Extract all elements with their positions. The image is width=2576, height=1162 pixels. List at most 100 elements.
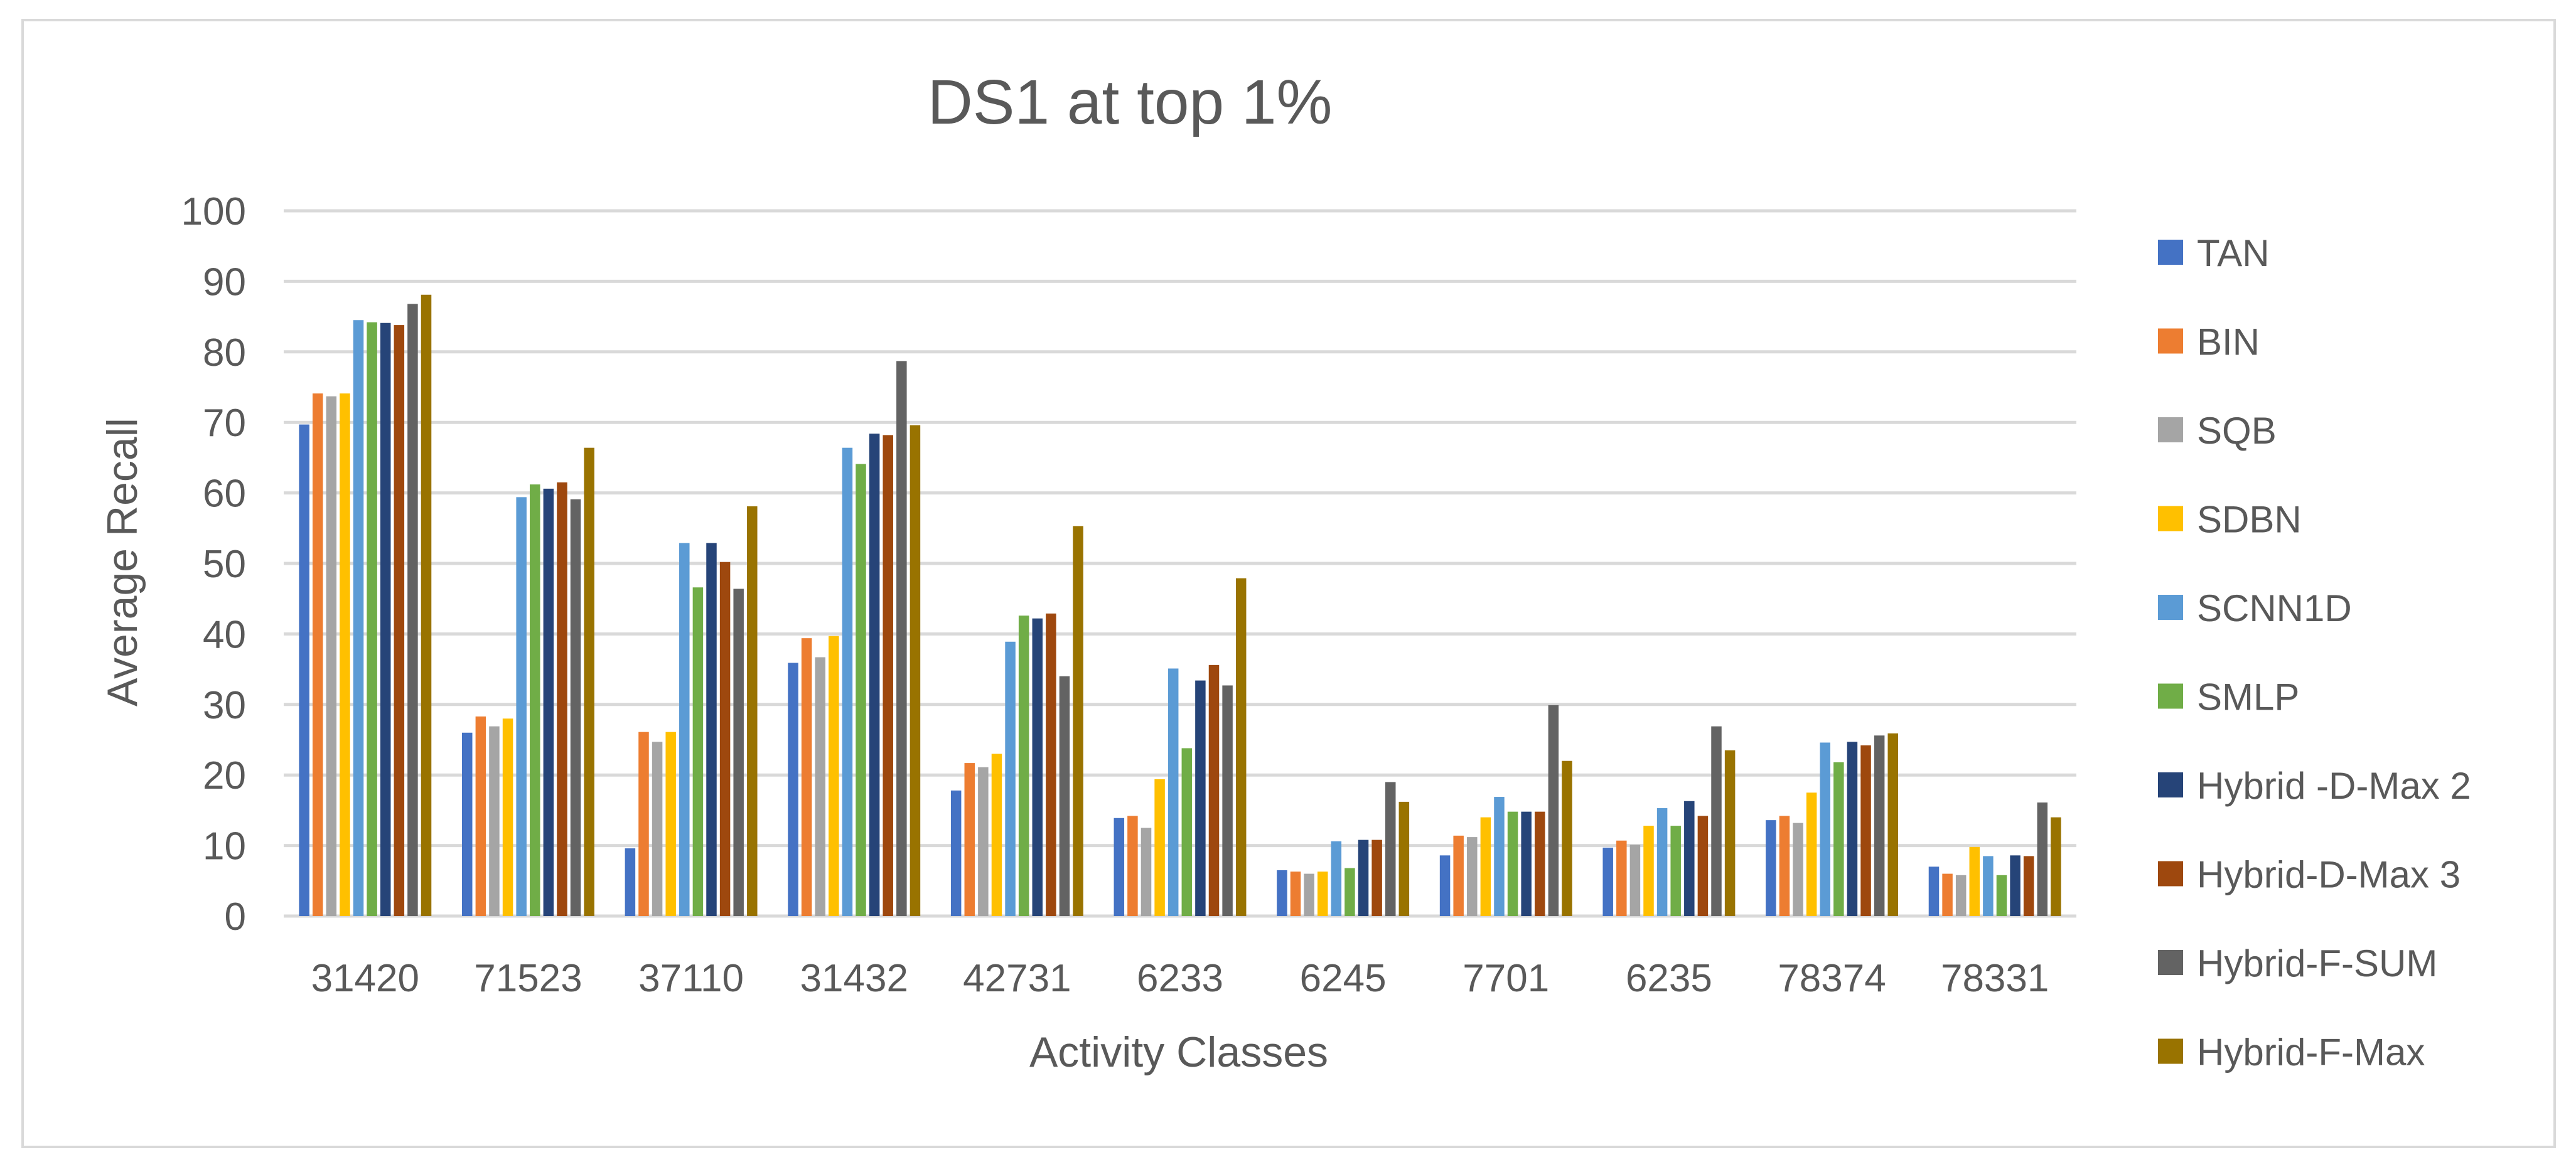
bar-37110-hybrid-f-max <box>747 506 758 916</box>
bar-71523-tan <box>462 732 473 916</box>
bar-71523-scnn1d <box>516 497 527 916</box>
bar-31420-tan <box>299 424 309 916</box>
bar-37110-hybrid-d-max-3 <box>719 562 731 916</box>
bar-78374-sdbn <box>1806 792 1817 916</box>
bar-31420-sqb <box>326 396 337 916</box>
bar-78374-scnn1d <box>1820 742 1830 916</box>
y-axis-title: Average Recall <box>99 418 146 706</box>
bar-31420-hybrid-d-max-2 <box>380 322 391 916</box>
bar-37110-hybrid-f-sum <box>733 589 744 916</box>
bar-31432-smlp <box>856 464 866 916</box>
y-tick-label: 70 <box>203 402 246 445</box>
bars <box>299 294 2061 917</box>
bar-78374-hybrid-f-max <box>1887 733 1898 916</box>
bar-6235-bin <box>1616 840 1627 916</box>
x-tick-label: 78374 <box>1778 957 1886 1000</box>
bar-42731-hybrid-f-max <box>1073 526 1083 916</box>
bar-78331-tan <box>1928 866 1940 916</box>
legend-item: SQB <box>2158 410 2277 452</box>
bar-6245-bin <box>1290 872 1301 916</box>
bar-6245-hybrid-d-max-2 <box>1358 840 1369 916</box>
bar-6233-tan <box>1114 818 1125 916</box>
y-tick-label: 10 <box>203 825 246 868</box>
bar-78331-hybrid-f-max <box>2051 817 2061 916</box>
bar-31432-hybrid-d-max-3 <box>883 435 893 916</box>
bar-7701-hybrid-d-max-3 <box>1535 811 1545 916</box>
bar-71523-sdbn <box>502 718 513 916</box>
bar-42731-hybrid-d-max-3 <box>1046 613 1056 916</box>
bar-37110-tan <box>625 848 636 916</box>
y-axis-ticks: 0 10 20 30 40 50 60 70 80 90 100 <box>181 190 246 939</box>
legend-label: Hybrid-F-SUM <box>2197 942 2437 984</box>
x-tick-label: 7701 <box>1462 957 1549 1000</box>
bar-42731-scnn1d <box>1005 641 1016 916</box>
legend-swatch <box>2158 683 2183 709</box>
bar-78374-hybrid-d-max-3 <box>1860 745 1871 916</box>
bar-6233-scnn1d <box>1167 668 1179 916</box>
bar-42731-smlp <box>1018 616 1029 916</box>
bar-71523-bin <box>475 716 486 916</box>
bar-7701-bin <box>1453 835 1464 916</box>
legend-label: SQB <box>2197 410 2277 452</box>
bar-6235-hybrid-d-max-3 <box>1697 816 1709 916</box>
bar-7701-hybrid-d-max-2 <box>1521 811 1532 916</box>
bar-42731-hybrid-d-max-2 <box>1032 618 1043 916</box>
bar-6235-sqb <box>1629 845 1641 916</box>
legend-item: SMLP <box>2158 676 2299 718</box>
bar-71523-hybrid-d-max-3 <box>557 482 567 916</box>
bar-6233-smlp <box>1181 748 1193 916</box>
x-tick-label: 31432 <box>800 957 908 1000</box>
bar-71523-hybrid-f-max <box>584 447 594 916</box>
x-tick-label: 31420 <box>311 957 419 1000</box>
bar-6235-hybrid-f-max <box>1724 750 1736 916</box>
x-tick-label: 6235 <box>1626 957 1712 1000</box>
bar-42731-sqb <box>978 767 989 916</box>
bar-78374-smlp <box>1833 762 1844 916</box>
bar-6235-hybrid-d-max-2 <box>1684 801 1695 916</box>
bar-31420-hybrid-f-max <box>421 294 432 917</box>
legend-label: TAN <box>2197 232 2270 274</box>
bar-31432-bin <box>801 638 812 916</box>
bar-78374-hybrid-f-sum <box>1874 735 1885 916</box>
x-tick-label: 71523 <box>474 957 582 1000</box>
legend-item: TAN <box>2158 232 2270 274</box>
y-tick-label: 80 <box>203 331 246 375</box>
bar-78374-tan <box>1766 820 1776 916</box>
y-tick-label: 0 <box>225 895 246 939</box>
bar-31432-tan <box>788 663 798 916</box>
bar-42731-bin <box>964 763 975 916</box>
bar-7701-hybrid-f-sum <box>1548 705 1559 916</box>
bar-6233-bin <box>1127 816 1138 916</box>
bar-6235-smlp <box>1670 826 1681 916</box>
bar-78331-bin <box>1942 873 1953 916</box>
bar-71523-hybrid-d-max-2 <box>543 488 554 916</box>
gridlines <box>284 209 2076 918</box>
legend-item: SDBN <box>2158 499 2302 541</box>
x-tick-label: 37110 <box>638 957 744 1000</box>
bar-37110-sdbn <box>665 732 676 916</box>
x-tick-label: 6233 <box>1137 957 1223 1000</box>
legend-swatch <box>2158 417 2183 442</box>
y-tick-label: 30 <box>203 684 246 727</box>
bar-31420-sdbn <box>340 393 350 916</box>
bar-78331-sqb <box>1955 875 1967 916</box>
bar-78331-scnn1d <box>1983 856 1994 916</box>
bar-31432-hybrid-d-max-2 <box>869 434 880 916</box>
bar-6245-hybrid-f-max <box>1398 801 1410 916</box>
bar-31420-hybrid-d-max-3 <box>394 325 405 916</box>
bar-31420-hybrid-f-sum <box>407 304 418 916</box>
bar-7701-smlp <box>1507 811 1518 916</box>
bar-6245-sqb <box>1304 873 1314 916</box>
bar-37110-smlp <box>692 587 704 916</box>
legend-label: SCNN1D <box>2197 587 2352 629</box>
bar-78331-hybrid-d-max-2 <box>2010 855 2021 916</box>
bar-6235-tan <box>1602 847 1613 916</box>
legend-swatch <box>2158 861 2183 887</box>
bar-6233-hybrid-f-sum <box>1222 685 1233 916</box>
legend-item: BIN <box>2158 321 2260 363</box>
bar-6245-sdbn <box>1317 872 1328 916</box>
bar-6233-hybrid-f-max <box>1235 578 1247 916</box>
bar-6235-hybrid-f-sum <box>1711 726 1722 916</box>
